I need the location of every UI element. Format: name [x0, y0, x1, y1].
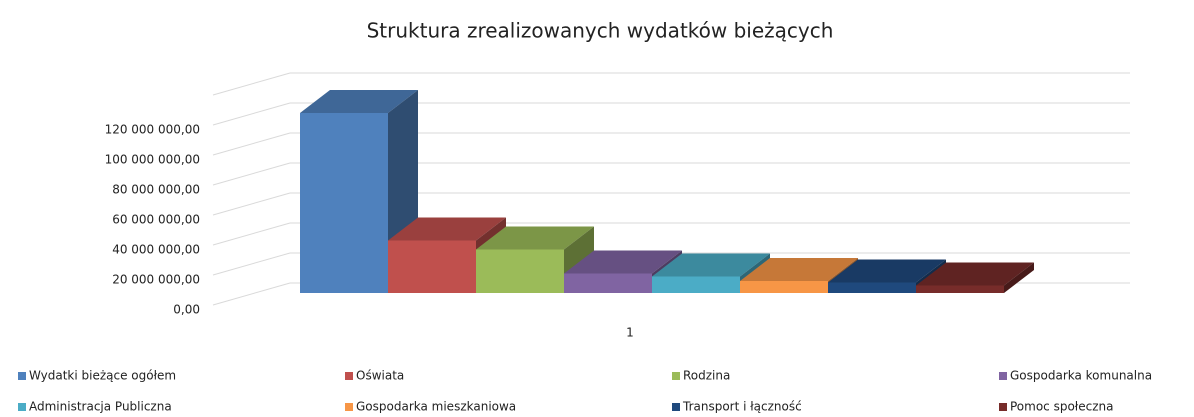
grid-line: [212, 162, 291, 186]
grid-line: [212, 282, 291, 306]
bar: [564, 273, 652, 293]
grid-line: [212, 252, 291, 276]
bar-side: [1004, 262, 1034, 293]
bar-top: [300, 90, 418, 113]
bar: [740, 281, 828, 293]
y-tick-label: 0,00: [173, 303, 200, 317]
bar: [916, 285, 1004, 293]
legend-swatch: [999, 403, 1007, 411]
grid-line: [212, 102, 291, 126]
y-tick-label: 120 000 000,00: [105, 123, 200, 137]
bar: [828, 282, 916, 293]
y-tick-label: 20 000 000,00: [112, 273, 200, 287]
legend-swatch: [18, 403, 26, 411]
x-tick-label: 1: [626, 326, 634, 340]
legend-label: Gospodarka mieszkaniowa: [356, 400, 516, 414]
bar: [300, 113, 388, 293]
legend-swatch: [999, 372, 1007, 380]
bar-top: [564, 250, 682, 274]
legend-label: Wydatki bieżące ogółem: [29, 369, 176, 383]
wall-edge: [212, 72, 291, 96]
bar: [388, 240, 476, 293]
legend-label: Pomoc społeczna: [1010, 400, 1113, 414]
y-tick-label: 60 000 000,00: [112, 213, 200, 227]
legend-swatch: [18, 372, 26, 380]
legend-label: Transport i łączność: [682, 400, 802, 414]
legend-label: Administracja Publiczna: [29, 400, 172, 414]
bar-top: [476, 226, 594, 250]
bar-top: [652, 253, 770, 277]
y-tick-label: 40 000 000,00: [112, 243, 200, 257]
legend-swatch: [345, 403, 353, 411]
legend-swatch: [672, 372, 680, 380]
y-tick-label: 80 000 000,00: [112, 183, 200, 197]
bar-top: [916, 262, 1034, 286]
y-tick-label: 100 000 000,00: [105, 153, 200, 167]
bar-top: [388, 217, 506, 241]
chart-title: Struktura zrealizowanych wydatków bieżąc…: [367, 19, 834, 43]
grid-line: [212, 192, 291, 216]
legend-label: Oświata: [356, 369, 404, 383]
legend-label: Rodzina: [683, 369, 730, 383]
bar-top: [828, 259, 946, 283]
grid-line: [212, 132, 291, 156]
bar: [652, 276, 740, 293]
legend-label: Gospodarka komunalna: [1010, 369, 1152, 383]
bar: [476, 249, 564, 293]
legend-swatch: [345, 372, 353, 380]
grid-line: [212, 222, 291, 246]
legend-swatch: [672, 403, 680, 411]
bar-top: [740, 258, 858, 281]
